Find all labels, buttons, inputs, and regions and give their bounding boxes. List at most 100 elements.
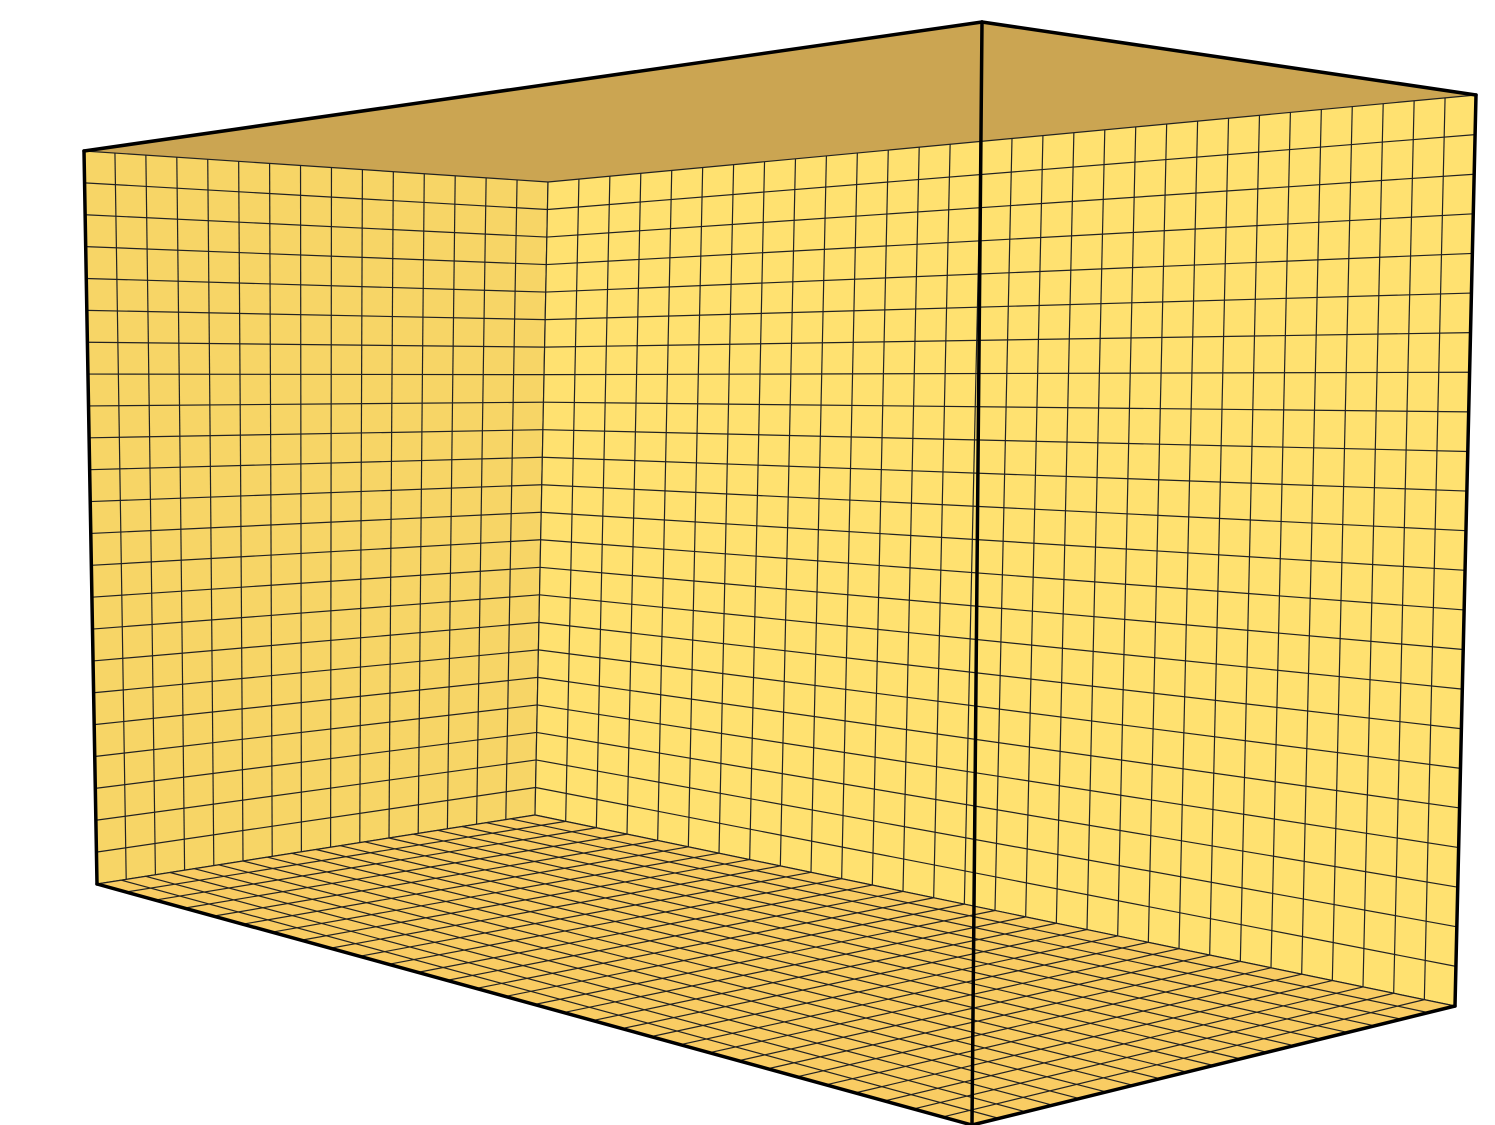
left-wall-grid-vline bbox=[299, 165, 302, 852]
back-wall-grid-hline bbox=[544, 371, 1470, 376]
floor-grid-hline bbox=[121, 879, 999, 1119]
back-wall-grid-vline bbox=[871, 150, 889, 886]
floor-grid-hline bbox=[461, 825, 1375, 1027]
left-wall-grid-vline bbox=[207, 159, 215, 866]
back-wall-grid-vline bbox=[1362, 103, 1384, 987]
left-wall-grid-vline bbox=[238, 161, 244, 862]
left-wall-grid-hline bbox=[85, 214, 547, 238]
box-edges bbox=[82, 20, 1478, 1125]
top-left-edge bbox=[82, 20, 984, 153]
left-wall-grid-hline bbox=[85, 246, 547, 266]
left-wall-face bbox=[83, 150, 549, 885]
left-wall-grid-hline bbox=[93, 649, 539, 694]
floor-grid-hline bbox=[218, 864, 1107, 1093]
back-wall-grid-hline bbox=[540, 539, 1465, 611]
bottom-right-edge bbox=[970, 1004, 1457, 1125]
back-wall-grid-vline bbox=[1331, 106, 1353, 981]
back-wall-grid-hline bbox=[545, 292, 1472, 321]
floor-grid-hline bbox=[340, 845, 1241, 1060]
back-wall-grid-vline bbox=[994, 138, 1013, 911]
back-wall-grid-hline bbox=[546, 213, 1474, 266]
bottom-front-edge bbox=[95, 882, 974, 1125]
back-wall-grid-vline bbox=[687, 167, 704, 847]
left-wall-grid-hline bbox=[90, 511, 542, 535]
left-wall-surface bbox=[84, 151, 548, 884]
left-wall-grid-vline bbox=[176, 157, 186, 871]
back-wall-grid-vline bbox=[933, 144, 951, 898]
back-wall-grid-vline bbox=[626, 173, 642, 835]
back-wall-grid-hline bbox=[541, 484, 1466, 532]
back-wall-grid-vline bbox=[595, 176, 611, 828]
back-wall-grid-vline bbox=[810, 155, 827, 873]
back-wall-grid-hline bbox=[537, 676, 1460, 809]
left-wall-grid-hline bbox=[95, 731, 537, 789]
back-wall-grid-vline bbox=[565, 179, 580, 822]
back-wall-grid-hline bbox=[542, 429, 1468, 453]
floor-grid-hline bbox=[291, 852, 1187, 1073]
floor-grid-hline bbox=[534, 814, 1456, 1007]
left-wall-grid-vline bbox=[446, 175, 456, 829]
back-wall-grid-vline bbox=[1178, 121, 1199, 949]
floor-grid-hline bbox=[486, 822, 1402, 1020]
floor-grid-hline bbox=[510, 818, 1429, 1014]
back-wall-grid-hline bbox=[539, 594, 1463, 690]
floor-surface bbox=[97, 815, 1455, 1125]
back-wall-grid-hline bbox=[540, 566, 1464, 651]
back-wall-grid-hline bbox=[538, 621, 1462, 730]
back-wall-grid-hline bbox=[536, 731, 1458, 888]
back-wall-grid-vline bbox=[657, 170, 673, 841]
left-wall-grid-vline bbox=[388, 171, 394, 839]
left-wall-grid-hline bbox=[86, 277, 546, 293]
back-wall-grid-vline bbox=[1209, 118, 1230, 956]
front-left-vertical-edge bbox=[82, 149, 99, 886]
left-wall-grid-hline bbox=[88, 401, 544, 407]
top-right-edge bbox=[980, 20, 1478, 97]
floor-grid-hline bbox=[242, 860, 1134, 1086]
floor-grid-hline bbox=[145, 875, 1026, 1113]
left-wall-grid-hline bbox=[91, 539, 541, 566]
back-wall-grid-vline bbox=[1086, 129, 1106, 930]
left-wall-grid-hline bbox=[87, 341, 545, 348]
left-wall-grid-hline bbox=[83, 150, 549, 183]
back-wall-surface bbox=[535, 95, 1476, 1006]
left-wall-grid-vline bbox=[359, 169, 363, 843]
ceiling-surface bbox=[84, 22, 1476, 182]
floor-grid-hline bbox=[169, 871, 1053, 1106]
left-wall-grid-vline bbox=[417, 173, 425, 834]
left-wall-grid-vline bbox=[145, 155, 156, 875]
left-wall-grid-hline bbox=[92, 621, 540, 662]
back-wall-grid-vline bbox=[1423, 97, 1446, 1000]
back-wall-grid-vline bbox=[749, 161, 766, 860]
back-wall-grid-vline bbox=[1147, 123, 1168, 943]
left-wall-grid-vline bbox=[476, 177, 487, 825]
left-wall-grid-hline bbox=[89, 429, 543, 439]
left-wall-grid-hline bbox=[90, 484, 542, 503]
back-wall-grid-vline bbox=[1270, 112, 1291, 968]
back-wall-grid-hline bbox=[546, 173, 1475, 238]
left-wall-grid-vline bbox=[505, 179, 518, 820]
left-wall-grid-hline bbox=[94, 704, 538, 758]
back-wall-grid-hline bbox=[544, 332, 1471, 348]
back-wall-grid-vline bbox=[1393, 100, 1415, 994]
left-wall-grid-hline bbox=[94, 676, 538, 726]
floor-grid-hline bbox=[388, 837, 1295, 1047]
near-vertical-edge bbox=[970, 20, 984, 1125]
back-wall-grid-vline bbox=[1239, 115, 1261, 962]
back-wall-grid-hline bbox=[536, 759, 1457, 928]
back-wall-grid-vline bbox=[718, 164, 735, 854]
back-wall-grid-hline bbox=[542, 456, 1467, 492]
left-wall-grid-hline bbox=[95, 759, 537, 821]
back-wall-grid-vline bbox=[1055, 132, 1075, 924]
back-wall-grid-vline bbox=[841, 152, 858, 879]
back-wall-grid-vline bbox=[1025, 135, 1044, 917]
floor-grid-hline bbox=[413, 833, 1321, 1040]
back-wall-grid-hline bbox=[547, 134, 1476, 211]
left-wall-grid-hline bbox=[84, 182, 548, 211]
floor-grid-hline bbox=[315, 848, 1214, 1067]
far-right-vertical-edge bbox=[1453, 93, 1478, 1008]
back-wall-grid-vline bbox=[534, 181, 549, 816]
left-wall-grid-hline bbox=[89, 456, 543, 471]
back-wall-grid-hline bbox=[543, 401, 1469, 413]
